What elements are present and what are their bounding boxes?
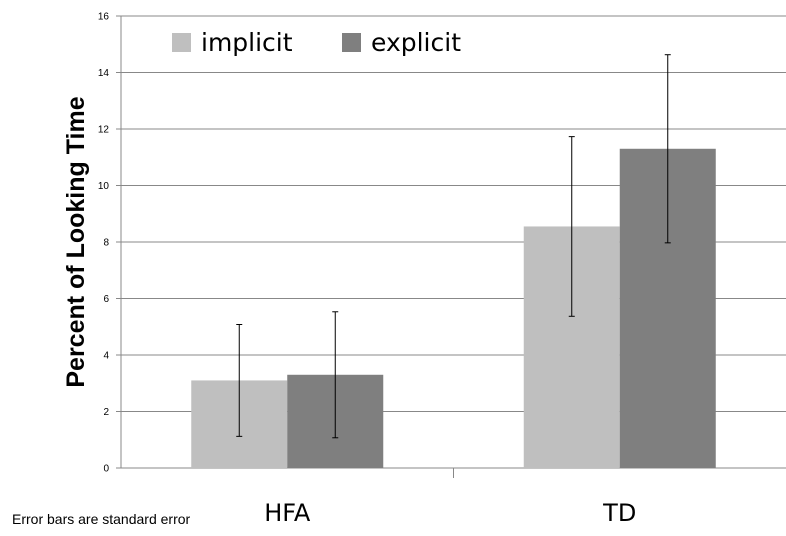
x-axis: HFA TD <box>121 467 786 527</box>
legend: implicit explicit <box>172 28 461 57</box>
footnote: Error bars are standard error <box>12 511 191 527</box>
gridlines <box>121 15 786 412</box>
y-tick-label: 8 <box>103 238 109 249</box>
y-tick-label: 14 <box>98 68 110 79</box>
error-bars <box>236 54 671 439</box>
y-axis: 0 2 4 6 8 10 12 14 16 <box>98 12 122 475</box>
y-tick-label: 10 <box>98 181 110 192</box>
y-axis-title: Percent of Looking Time <box>62 96 90 387</box>
y-tick-label: 12 <box>98 125 110 136</box>
y-tick-label: 2 <box>103 407 109 418</box>
bars <box>191 148 716 468</box>
legend-label-implicit: implicit <box>201 28 293 57</box>
y-tick-label: 16 <box>98 12 110 23</box>
y-tick-label: 6 <box>103 294 109 305</box>
y-tick-label: 0 <box>103 464 109 475</box>
x-tick-label: HFA <box>264 499 311 527</box>
y-tick-label: 4 <box>103 351 109 362</box>
legend-label-explicit: explicit <box>371 28 461 57</box>
legend-swatch-explicit <box>342 33 361 52</box>
legend-swatch-implicit <box>172 33 191 52</box>
x-tick-label: TD <box>602 499 636 527</box>
